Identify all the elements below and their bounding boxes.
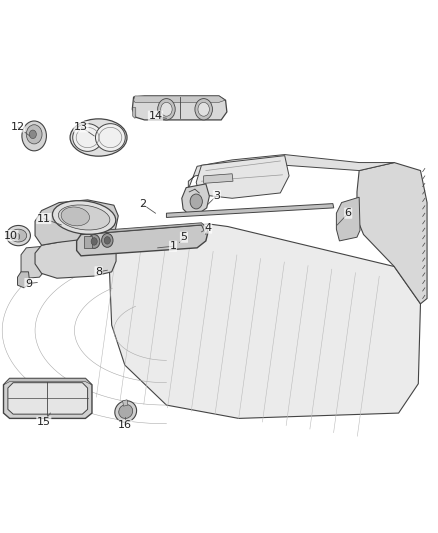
Circle shape (14, 233, 20, 240)
Text: 15: 15 (37, 417, 51, 427)
Circle shape (198, 102, 209, 116)
Polygon shape (35, 200, 118, 245)
Text: 10: 10 (4, 231, 18, 240)
Polygon shape (123, 400, 128, 406)
Polygon shape (357, 163, 427, 304)
Text: 9: 9 (25, 279, 32, 288)
Text: 5: 5 (180, 232, 187, 242)
Text: 1: 1 (170, 241, 177, 251)
Text: 4: 4 (205, 223, 212, 233)
Circle shape (26, 125, 42, 144)
Polygon shape (204, 174, 233, 183)
Ellipse shape (73, 124, 102, 151)
Text: 2: 2 (139, 199, 146, 209)
Polygon shape (188, 155, 394, 189)
Circle shape (104, 237, 110, 244)
Ellipse shape (115, 401, 137, 422)
Polygon shape (132, 96, 227, 120)
Ellipse shape (6, 225, 31, 246)
Ellipse shape (119, 405, 133, 418)
Text: 3: 3 (213, 191, 220, 200)
Polygon shape (4, 378, 92, 418)
Polygon shape (84, 236, 92, 248)
Ellipse shape (58, 205, 110, 230)
Circle shape (22, 121, 46, 151)
Circle shape (158, 99, 175, 120)
Polygon shape (166, 204, 334, 217)
Polygon shape (8, 383, 88, 414)
Circle shape (91, 238, 97, 245)
Ellipse shape (10, 229, 27, 242)
Text: 11: 11 (37, 214, 51, 223)
Polygon shape (4, 378, 92, 385)
Text: 14: 14 (148, 111, 162, 121)
Ellipse shape (70, 119, 127, 156)
Ellipse shape (95, 124, 125, 151)
Text: 6: 6 (345, 208, 352, 218)
Text: 8: 8 (95, 267, 102, 277)
Circle shape (88, 235, 100, 248)
Polygon shape (182, 184, 209, 214)
Circle shape (29, 130, 36, 139)
Ellipse shape (61, 207, 89, 226)
Polygon shape (81, 223, 208, 235)
Polygon shape (110, 224, 420, 418)
Polygon shape (77, 225, 208, 256)
Polygon shape (35, 236, 116, 278)
Polygon shape (133, 108, 136, 118)
Circle shape (195, 99, 212, 120)
Polygon shape (18, 272, 30, 288)
Polygon shape (196, 156, 289, 198)
Text: 12: 12 (11, 122, 25, 132)
Polygon shape (21, 246, 44, 278)
Polygon shape (336, 197, 360, 241)
Circle shape (161, 102, 172, 116)
Polygon shape (134, 96, 225, 102)
Text: 16: 16 (118, 421, 132, 430)
Text: 13: 13 (74, 122, 88, 132)
Circle shape (190, 194, 202, 209)
Ellipse shape (53, 200, 116, 235)
Circle shape (102, 233, 113, 247)
